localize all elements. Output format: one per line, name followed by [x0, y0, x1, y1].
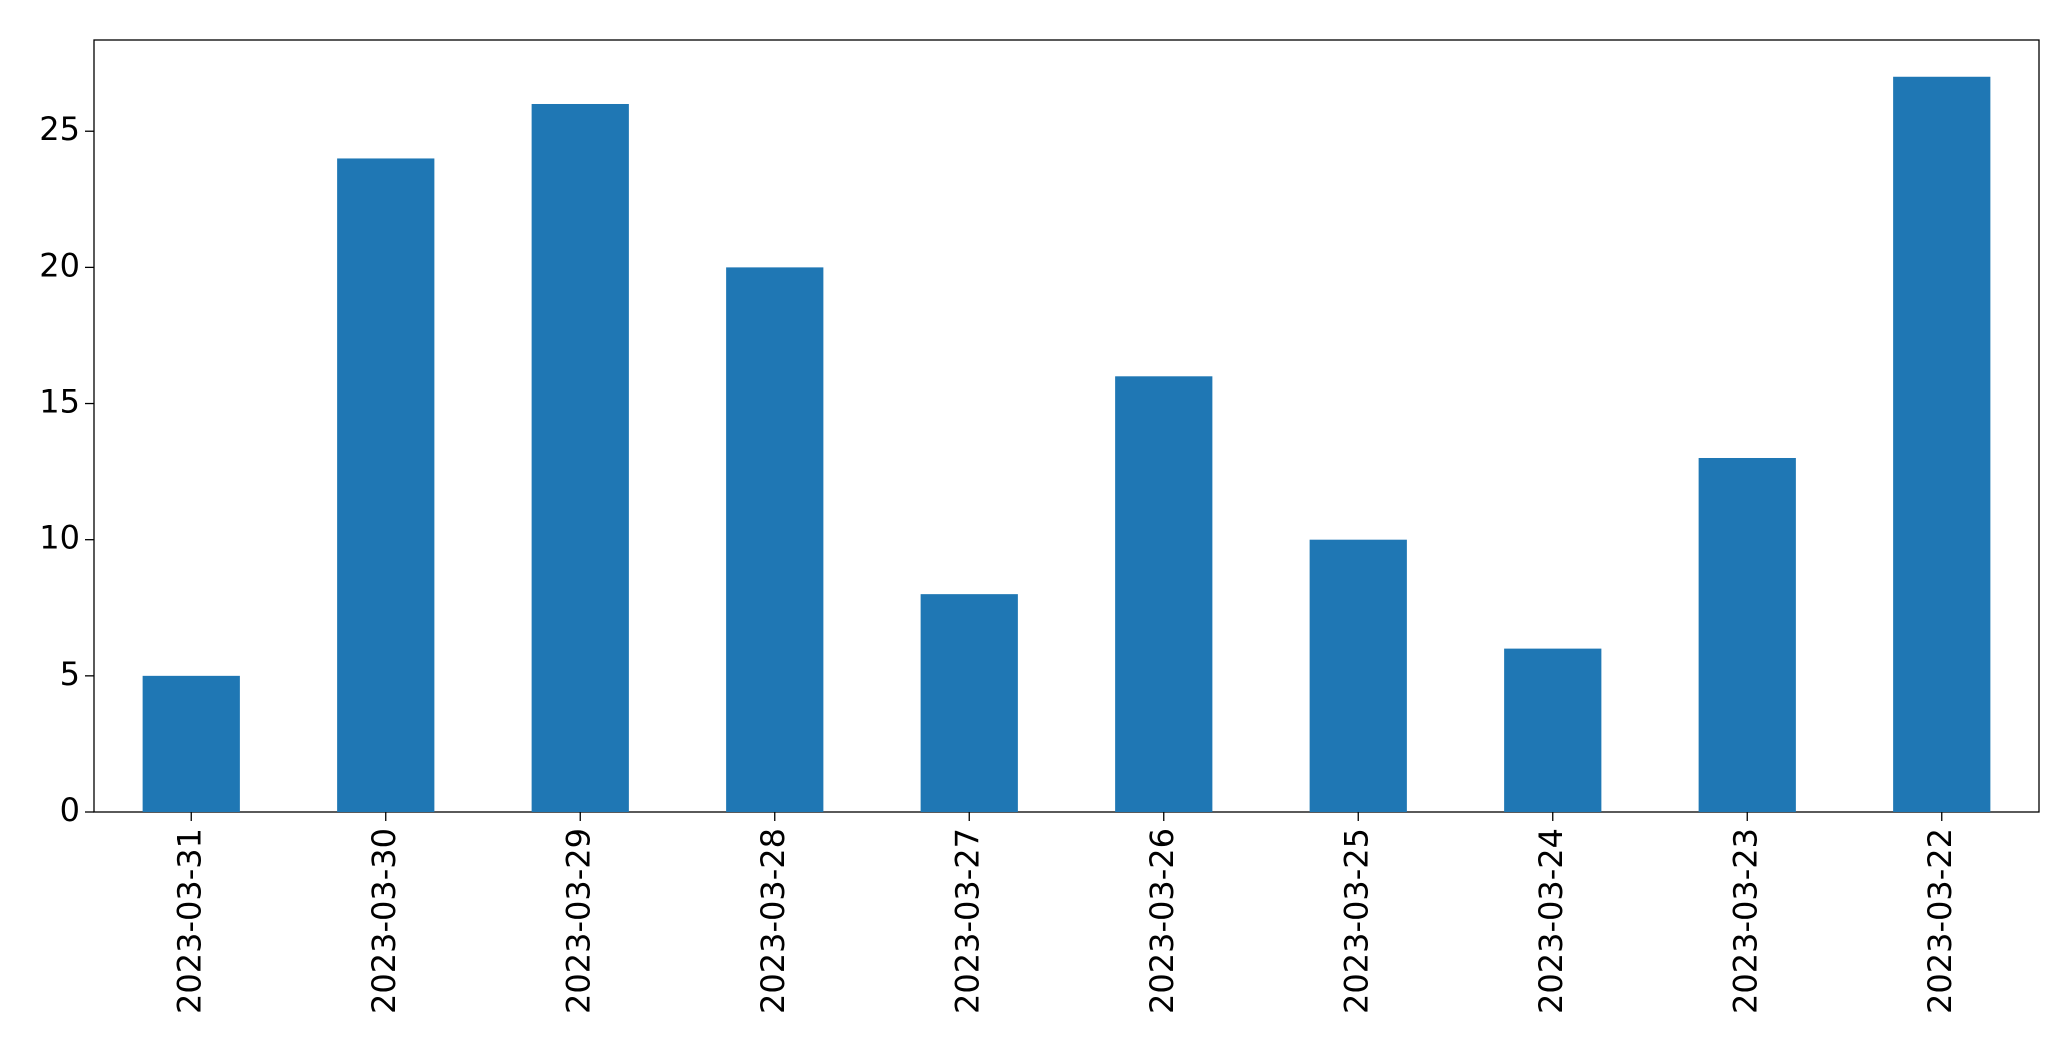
x-tick-label: 2023-03-31 [170, 828, 208, 1014]
bar [726, 267, 824, 813]
x-tick-label: 2023-03-23 [1726, 828, 1764, 1014]
x-tick-label: 2023-03-26 [1143, 828, 1181, 1014]
y-tick-label: 15 [39, 383, 80, 421]
bar [920, 594, 1018, 812]
bar [1115, 376, 1213, 812]
bar [1504, 648, 1602, 812]
bar [142, 675, 240, 812]
x-tick-label: 2023-03-25 [1337, 828, 1375, 1014]
x-tick-label: 2023-03-30 [365, 828, 403, 1014]
x-tick-label: 2023-03-28 [754, 828, 792, 1014]
x-tick-label: 2023-03-22 [1921, 828, 1959, 1014]
bar [337, 158, 435, 813]
y-tick-label: 5 [60, 655, 80, 693]
bar [1893, 76, 1991, 812]
x-tick-label: 2023-03-29 [559, 828, 597, 1014]
y-tick-label: 0 [60, 791, 80, 829]
x-tick-label: 2023-03-27 [948, 828, 986, 1014]
y-tick-label: 10 [39, 519, 80, 557]
bar [1309, 539, 1407, 812]
bar [531, 103, 629, 813]
plot-frame [93, 39, 2040, 813]
y-tick-label: 25 [39, 110, 80, 148]
y-tick-label: 20 [39, 246, 80, 284]
bar [1698, 457, 1796, 812]
x-tick-label: 2023-03-24 [1532, 828, 1570, 1014]
